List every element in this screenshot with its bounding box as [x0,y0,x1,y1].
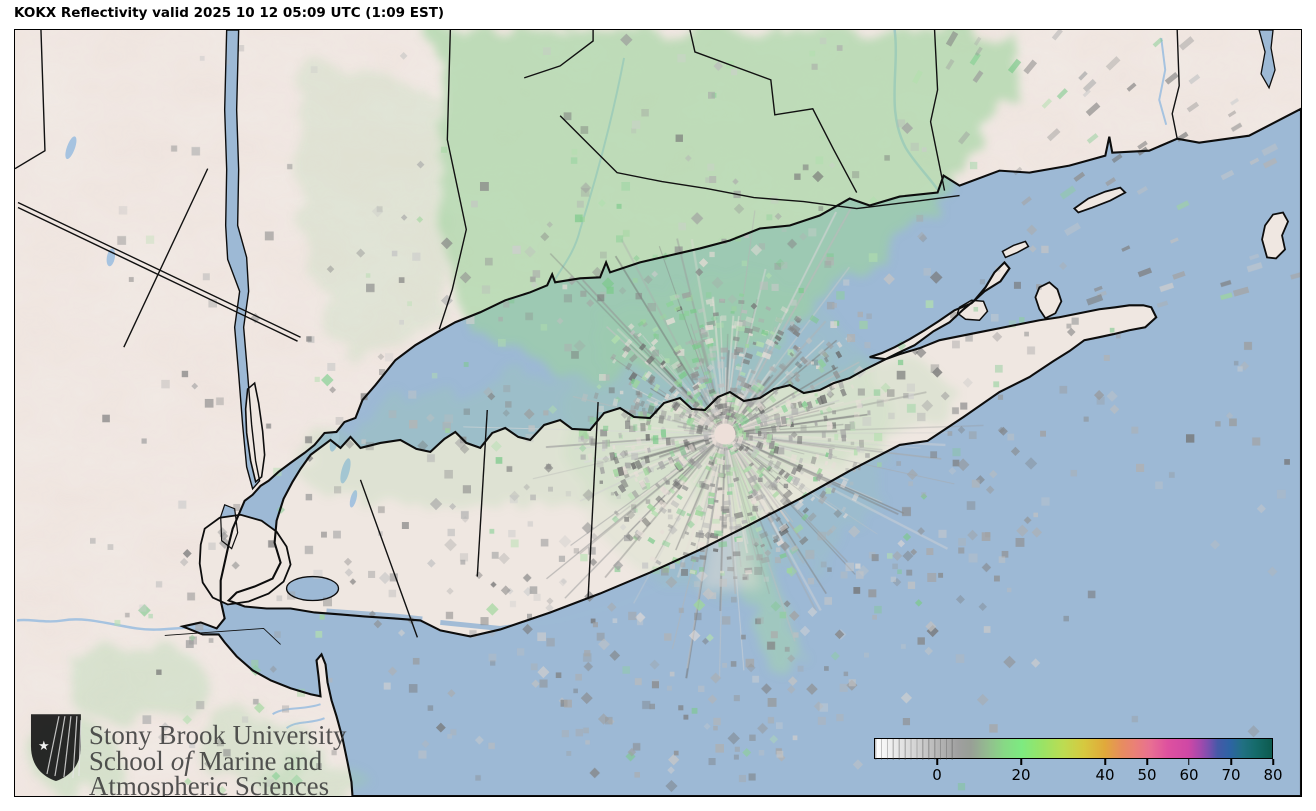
reflectivity-colorbar: 0 20 40 50 60 70 80 [874,738,1283,788]
colorbar-tick [1104,759,1106,765]
colorbar-tick-label: 70 [1221,766,1241,784]
logo-line-1: Stony Brook University [89,720,347,750]
colorbar-tick [936,759,938,765]
colorbar-tick [1272,759,1274,765]
map-canvas: ★ Stony Brook University School of Marine … [15,30,1301,796]
colorbar-tick [1188,759,1190,765]
colorbar-tick-label: 20 [1011,766,1031,784]
radar-site-marker [710,419,739,448]
colorbar-tick-label: 0 [932,766,942,784]
stony-brook-logo: ★ Stony Brook University School of Marine … [30,714,347,796]
radar-map: ★ Stony Brook University School of Marine … [14,29,1302,797]
colorbar-gradient [874,738,1273,760]
logo-line-3: Atmospheric Sciences [89,771,329,796]
colorbar-discrete-bins [875,739,953,760]
colorbar-tick [1230,759,1232,765]
borders-layer [15,30,1180,645]
logo-line-2: School of Marine and [89,746,323,776]
colorbar-tick-label: 80 [1263,766,1283,784]
colorbar-tick-label: 40 [1095,766,1115,784]
coastline-layer [181,30,1301,796]
star-icon: ★ [38,739,50,754]
radar-echo-speckles-layer [89,30,1301,795]
colorbar-tick-label: 60 [1179,766,1199,784]
colorbar-tick-label: 50 [1137,766,1157,784]
colorbar-tick [1020,759,1022,765]
colorbar-tick [1146,759,1148,765]
page-title: KOKX Reflectivity valid 2025 10 12 05:09… [14,5,445,21]
shield-icon: ★ [30,714,82,782]
